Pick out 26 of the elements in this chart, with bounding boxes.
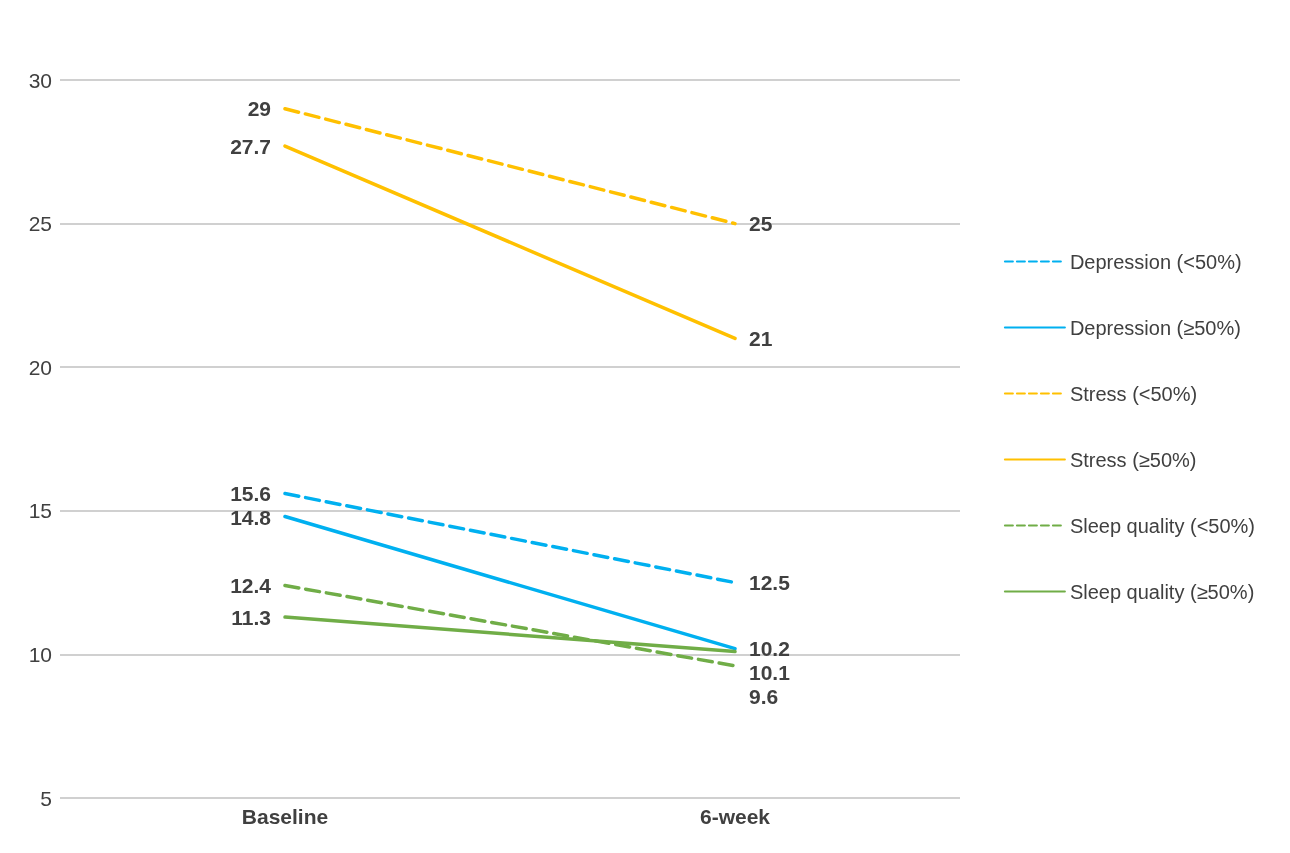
data-label: 10.1 — [749, 661, 791, 685]
data-label: 21 — [749, 326, 773, 350]
data-label: 15.6 — [230, 482, 271, 506]
legend-label: Stress (≥50%) — [1069, 448, 1197, 471]
data-label: 27.7 — [230, 134, 271, 158]
data-label: 12.5 — [749, 571, 791, 595]
y-tick-label: 15 — [28, 499, 52, 523]
legend-label: Sleep quality (≥50%) — [1069, 580, 1255, 603]
data-label: 10.2 — [749, 637, 790, 661]
legend-label: Depression (<50%) — [1069, 250, 1242, 273]
data-label: 29 — [247, 97, 271, 121]
y-tick-label: 30 — [28, 68, 52, 92]
data-label: 25 — [749, 212, 773, 236]
y-tick-label: 5 — [40, 786, 52, 810]
x-tick-label: Baseline — [241, 805, 329, 828]
data-label: 9.6 — [749, 685, 779, 709]
legend-label: Depression (≥50%) — [1069, 316, 1241, 339]
legend-label: Sleep quality (<50%) — [1069, 514, 1255, 537]
y-tick-label: 20 — [28, 355, 52, 379]
data-label: 12.4 — [230, 573, 272, 597]
legend-label: Stress (<50%) — [1069, 382, 1198, 405]
data-label: 14.8 — [230, 506, 272, 530]
y-tick-label: 25 — [28, 212, 52, 236]
x-tick-label: 6-week — [699, 805, 771, 828]
y-tick-label: 10 — [28, 642, 52, 666]
data-label: 11.3 — [231, 605, 271, 629]
